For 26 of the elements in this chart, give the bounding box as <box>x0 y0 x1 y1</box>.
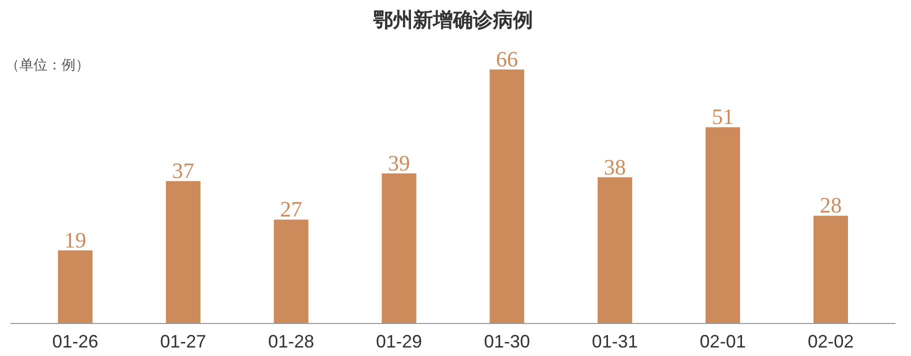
x-tick-label: 01-31 <box>592 332 638 352</box>
x-tick-label: 01-26 <box>52 332 98 352</box>
data-label: 39 <box>388 150 410 176</box>
data-label: 27 <box>280 196 302 222</box>
x-tick-label: 02-02 <box>808 332 854 352</box>
bar <box>274 220 308 324</box>
x-tick-label: 01-30 <box>484 332 530 352</box>
bar <box>706 127 740 324</box>
chart-title: 鄂州新增确诊病例 <box>373 8 533 32</box>
x-tick-label: 01-27 <box>160 332 206 352</box>
annotation: （单位：例） <box>6 58 90 74</box>
data-label: 28 <box>820 192 842 218</box>
x-tick-label: 01-29 <box>376 332 422 352</box>
bar <box>598 177 632 324</box>
x-tick-label: 01-28 <box>268 332 314 352</box>
data-label: 19 <box>64 227 86 252</box>
bar <box>490 70 524 324</box>
bar <box>813 216 848 324</box>
data-label: 66 <box>496 46 518 72</box>
data-label: 37 <box>172 158 194 184</box>
data-label: 51 <box>712 104 734 130</box>
bar <box>382 173 416 324</box>
bar <box>58 250 93 324</box>
x-tick-label: 02-01 <box>700 332 746 352</box>
data-label: 38 <box>604 154 626 180</box>
bar <box>166 181 200 324</box>
